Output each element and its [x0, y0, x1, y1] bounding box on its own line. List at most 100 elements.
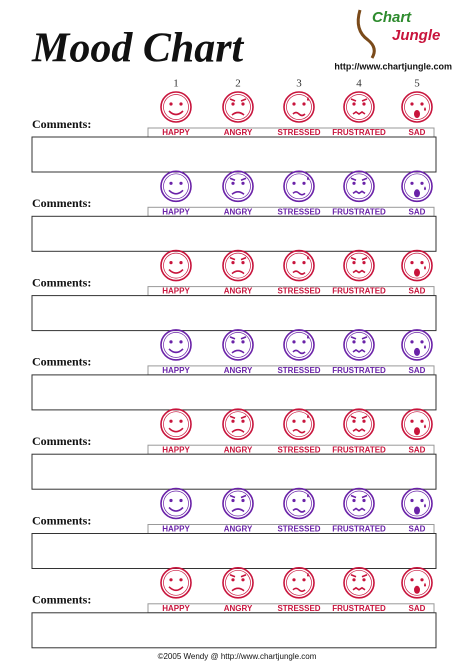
eye [352, 102, 356, 106]
mouth [168, 189, 184, 195]
mouth [292, 191, 306, 196]
scale-number: 3 [296, 78, 302, 90]
face-outline [343, 566, 375, 599]
eye [362, 102, 366, 106]
mouth [231, 111, 245, 116]
mouth [292, 270, 306, 275]
sweat [307, 334, 309, 339]
mood-label: FRUSTRATED [332, 525, 386, 534]
face-outline [222, 249, 254, 282]
mouth [352, 111, 366, 115]
tear [424, 503, 426, 508]
mood-row: Comments: HAPPY ANGRY STRESSED FRUSTRATED SAD [31, 91, 437, 173]
face-outline [222, 329, 254, 361]
mood-row: Comments: HAPPY ANGRY STRESSED FRUSTRATED SAD [31, 408, 437, 490]
face-outline [343, 487, 375, 520]
comment-box [31, 295, 437, 332]
face-outline [283, 329, 315, 361]
eye [231, 498, 235, 503]
eye [302, 419, 306, 423]
eye [302, 261, 306, 265]
mood-label: HAPPY [162, 366, 190, 375]
mouth [414, 110, 420, 118]
face-outline [346, 252, 372, 279]
eye [231, 102, 235, 106]
eye [179, 578, 183, 582]
mouth [168, 269, 184, 274]
eye [179, 181, 183, 185]
eye [169, 578, 173, 582]
mouth [231, 191, 245, 195]
mood-label: ANGRY [224, 366, 253, 375]
eye [362, 498, 366, 503]
mood-label: SAD [409, 604, 426, 613]
eye [231, 340, 235, 344]
brow [350, 494, 368, 499]
eye [362, 578, 366, 582]
eye [420, 181, 424, 185]
sweat [307, 176, 309, 181]
brow [229, 574, 247, 578]
mood-label: FRUSTRATED [332, 445, 386, 454]
face-outline [222, 487, 254, 520]
scale-number: 5 [414, 78, 420, 90]
eye [241, 578, 245, 582]
mood-label: STRESSED [277, 366, 320, 375]
mood-label: HAPPY [162, 287, 190, 296]
eye [352, 261, 356, 265]
scale-number: 4 [356, 78, 362, 90]
mood-label: SAD [409, 525, 426, 534]
eye [410, 181, 414, 185]
eye [420, 578, 424, 582]
mood-label: STRESSED [277, 287, 320, 296]
mouth [168, 348, 184, 354]
face-outline [343, 329, 375, 361]
eye [241, 261, 245, 265]
url: http://www.chartjungle.com [334, 61, 452, 71]
tear [424, 186, 426, 191]
eye [420, 498, 424, 503]
face-outline [401, 91, 433, 123]
face-outline [163, 252, 189, 279]
face-outline [346, 569, 372, 596]
sweat [307, 255, 309, 260]
mood-label: ANGRY [224, 128, 253, 137]
mood-label: SAD [409, 207, 426, 216]
face-outline [401, 408, 433, 441]
mood-label: STRESSED [277, 207, 320, 216]
face-outline [401, 170, 433, 203]
eye [292, 340, 296, 344]
eye [179, 261, 183, 265]
mouth [231, 349, 245, 354]
face-outline [404, 94, 430, 120]
face-outline [222, 566, 254, 599]
tear [424, 107, 426, 111]
eye [292, 419, 296, 423]
mood-label: ANGRY [224, 525, 253, 534]
eye [352, 419, 356, 423]
mood-row: Comments: HAPPY ANGRY STRESSED FRUSTRATED SAD [31, 566, 437, 649]
eye [302, 102, 306, 106]
brow [350, 336, 368, 340]
comments-label: Comments: [32, 117, 91, 131]
eye [179, 102, 183, 106]
footer: ©2005 Wendy @ http://www.chartjungle.com [158, 652, 317, 661]
mouth [292, 508, 306, 513]
mouth [292, 587, 306, 593]
mouth [352, 507, 366, 512]
face-outline [160, 170, 192, 203]
brow [229, 256, 247, 261]
brow [350, 177, 368, 182]
sweat [307, 414, 309, 419]
face-outline [286, 94, 312, 120]
mouth [231, 270, 245, 275]
comment-box [31, 136, 437, 173]
face-outline [222, 170, 254, 203]
brow [350, 256, 368, 261]
eye [352, 340, 356, 344]
face-outline [283, 566, 315, 599]
eye [169, 419, 173, 423]
face-outline [346, 94, 372, 120]
eye [292, 578, 296, 582]
eye [241, 102, 245, 106]
